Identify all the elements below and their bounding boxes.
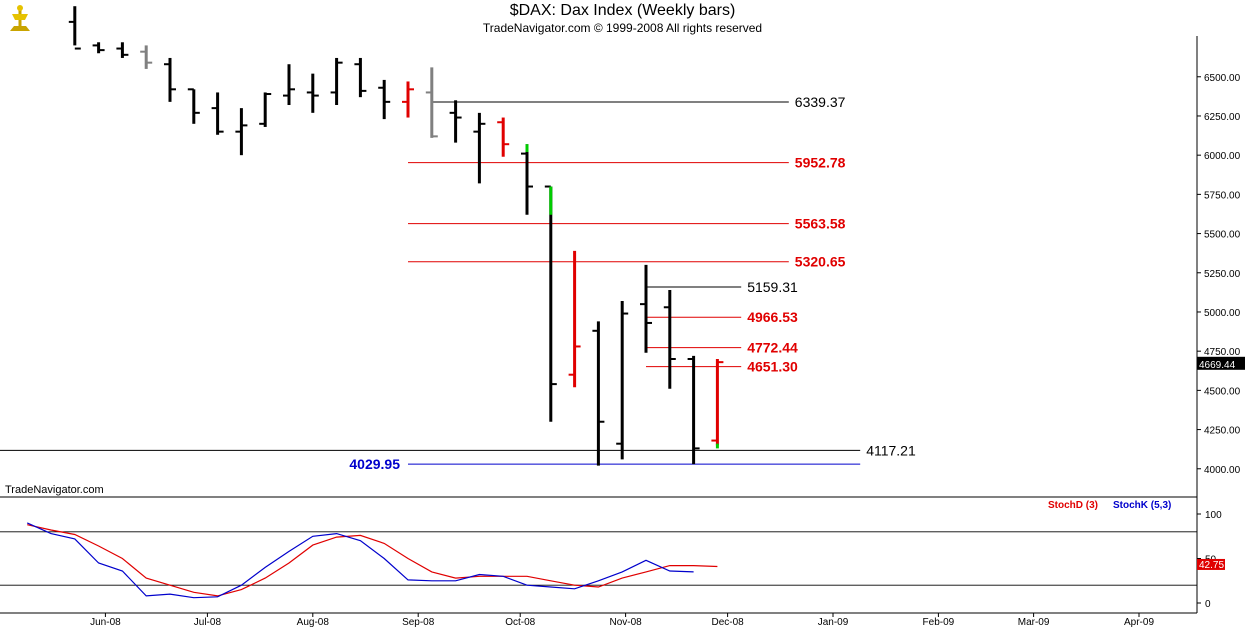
price-tick-label: 5250.00 bbox=[1204, 269, 1241, 280]
stochastic-panel: 050100StochD (3)StochK (5,3)42.75 bbox=[0, 500, 1225, 610]
date-tick-label: Nov-08 bbox=[609, 617, 642, 628]
level-label: 4772.44 bbox=[747, 340, 798, 356]
stoch-tick-label: 100 bbox=[1205, 510, 1222, 521]
price-tick-label: 5750.00 bbox=[1204, 190, 1241, 201]
stoch-k-legend: StochK (5,3) bbox=[1113, 500, 1171, 511]
last-price-label: 4669.44 bbox=[1199, 360, 1236, 371]
trade-navigator-logo-icon bbox=[10, 5, 30, 31]
stoch-readout-box bbox=[1197, 558, 1225, 570]
price-tick-label: 5500.00 bbox=[1204, 230, 1241, 241]
date-tick-label: Dec-08 bbox=[711, 617, 744, 628]
price-tick-label: 6250.00 bbox=[1204, 112, 1241, 123]
chart-title: $DAX: Dax Index (Weekly bars) bbox=[509, 2, 736, 19]
date-tick-label: Aug-08 bbox=[297, 617, 330, 628]
date-tick-label: Jul-08 bbox=[194, 617, 222, 628]
date-tick-label: Apr-09 bbox=[1124, 617, 1154, 628]
level-label: 5320.65 bbox=[795, 254, 846, 270]
date-tick-label: Feb-09 bbox=[923, 617, 955, 628]
price-tick-label: 4000.00 bbox=[1204, 465, 1241, 476]
level-label: 6339.37 bbox=[795, 94, 846, 110]
stoch-d-line bbox=[27, 524, 718, 597]
date-tick-label: Sep-08 bbox=[402, 617, 435, 628]
price-tick-label: 6500.00 bbox=[1204, 73, 1241, 84]
date-tick-label: Oct-08 bbox=[505, 617, 535, 628]
date-tick-label: Jan-09 bbox=[818, 617, 849, 628]
price-tick-label: 5000.00 bbox=[1204, 308, 1241, 319]
price-tick-label: 4750.00 bbox=[1204, 347, 1241, 358]
stoch-k-line bbox=[26, 522, 694, 599]
price-tick-label: 4500.00 bbox=[1204, 386, 1241, 397]
chart-header: $DAX: Dax Index (Weekly bars) TradeNavig… bbox=[0, 0, 1245, 36]
level-label: 4117.21 bbox=[866, 442, 916, 458]
copyright-text: TradeNavigator.com © 1999-2008 All right… bbox=[482, 21, 763, 35]
date-tick-label: Jun-08 bbox=[90, 617, 121, 628]
date-axis: Jun-08 Jul-08 Aug-08 Sep-08 Oct-08 Nov-08 Dec-… bbox=[90, 613, 1154, 628]
price-tick-label: 4250.00 bbox=[1204, 426, 1241, 437]
date-tick-label: Mar-09 bbox=[1018, 617, 1050, 628]
level-label: 4029.95 bbox=[349, 456, 400, 472]
last-price-box bbox=[1197, 356, 1245, 370]
stoch-d-legend: StochD (3) bbox=[1048, 500, 1098, 511]
level-label: 5159.31 bbox=[747, 279, 798, 295]
price-level-lines: 6339.37 5952.78 5563.58 5320.65 5159.31 4966.… bbox=[0, 94, 916, 472]
price-panel bbox=[0, 36, 1198, 614]
level-label: 4966.53 bbox=[747, 309, 798, 325]
price-tick-label: 6000.00 bbox=[1204, 151, 1241, 162]
level-label: 5952.78 bbox=[795, 155, 846, 171]
stoch-tick-label: 0 bbox=[1205, 599, 1211, 610]
ohlc-bars bbox=[68, 6, 724, 466]
watermark-text: TradeNavigator.com bbox=[5, 484, 104, 496]
price-axis: 4000.00 4250.00 4500.00 4750.00 5000.00 5250.… bbox=[1197, 73, 1245, 476]
level-label: 4651.30 bbox=[747, 359, 798, 375]
level-label: 5563.58 bbox=[795, 216, 846, 232]
stoch-readout-label: 42.75 bbox=[1199, 560, 1224, 571]
